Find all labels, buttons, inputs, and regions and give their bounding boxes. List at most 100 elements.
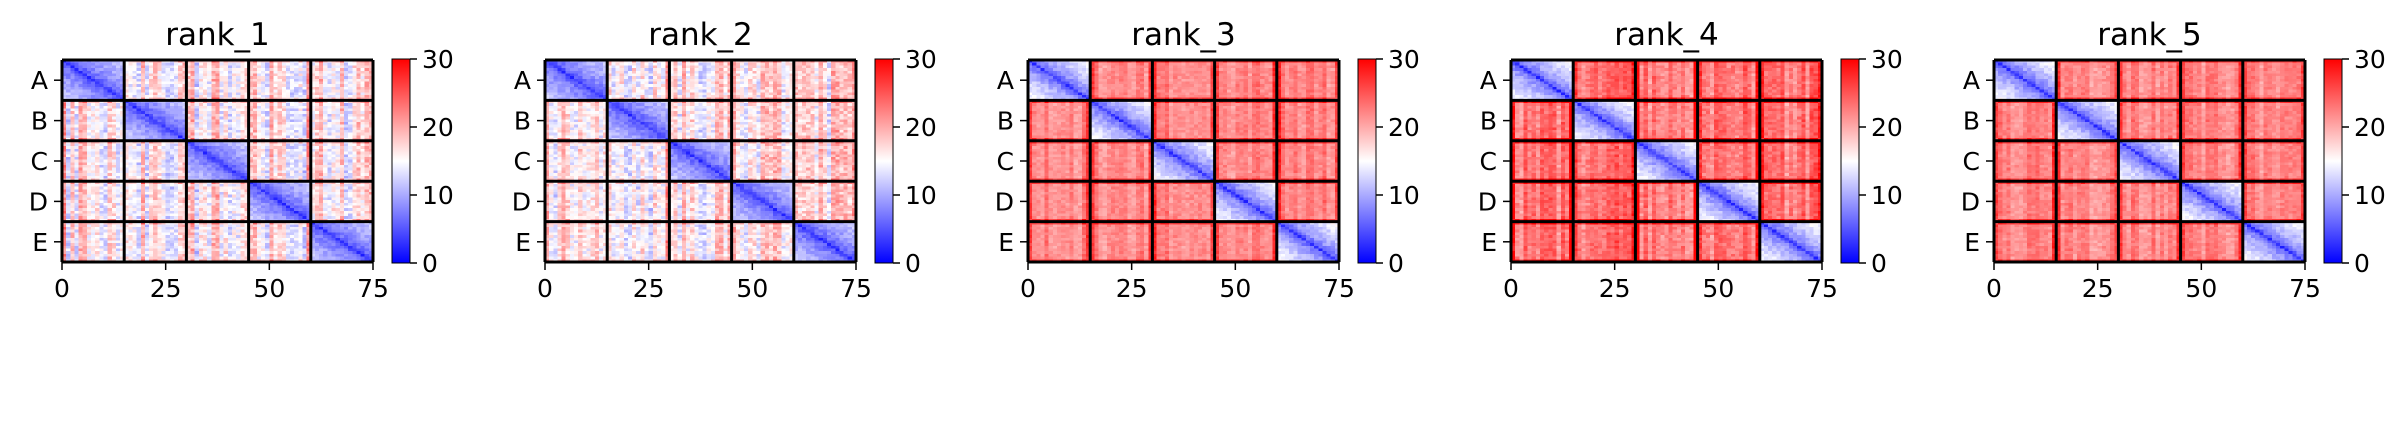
heatmap-cell bbox=[257, 68, 262, 71]
heatmap-cell bbox=[261, 95, 266, 98]
heatmap-cell bbox=[153, 90, 158, 93]
heatmap-cell bbox=[191, 68, 196, 71]
heatmap-cell bbox=[240, 92, 245, 95]
heatmap-cell bbox=[303, 65, 308, 68]
heatmap-cell bbox=[261, 90, 266, 93]
heatmap-cell bbox=[91, 76, 96, 79]
heatmap-cell bbox=[74, 106, 79, 109]
heatmap-cell bbox=[356, 68, 361, 71]
heatmap-cell bbox=[294, 68, 299, 71]
heatmap-cell bbox=[132, 87, 137, 90]
heatmap-cell bbox=[66, 92, 71, 95]
heatmap-cell bbox=[232, 71, 237, 74]
heatmap-cell bbox=[108, 106, 113, 109]
heatmap-cell bbox=[257, 90, 262, 93]
heatmap-cell bbox=[178, 73, 183, 76]
heatmap-cell bbox=[315, 68, 320, 71]
heatmap-cell bbox=[336, 73, 341, 76]
heatmap-cell bbox=[365, 73, 370, 76]
heatmap-cell bbox=[157, 95, 162, 98]
heatmap-cell bbox=[315, 63, 320, 66]
heatmap-cell bbox=[162, 87, 167, 90]
heatmap-cell bbox=[215, 71, 220, 74]
heatmap-cell bbox=[236, 63, 241, 66]
heatmap-cell bbox=[269, 65, 274, 68]
heatmap-cell bbox=[91, 73, 96, 76]
heatmap-cell bbox=[149, 92, 154, 95]
heatmap-cell bbox=[224, 76, 229, 79]
heatmap-cell bbox=[207, 90, 212, 93]
heatmap-cell bbox=[95, 90, 100, 93]
heatmap-cell bbox=[228, 65, 233, 68]
heatmap-cell bbox=[261, 71, 266, 74]
heatmap-cell bbox=[99, 76, 104, 79]
heatmap-cell bbox=[352, 63, 357, 66]
heatmap-cell bbox=[340, 87, 345, 90]
heatmap-cell bbox=[116, 73, 121, 76]
heatmap-cell bbox=[340, 71, 345, 74]
heatmap-cell bbox=[344, 92, 349, 95]
heatmap-cell bbox=[228, 87, 233, 90]
heatmap-cell bbox=[141, 73, 146, 76]
heatmap-cell bbox=[149, 90, 154, 93]
heatmap-cell bbox=[336, 95, 341, 98]
heatmap-cell bbox=[162, 103, 167, 106]
heatmap-cell bbox=[108, 95, 113, 98]
heatmap-cell bbox=[145, 63, 150, 66]
heatmap-cell bbox=[174, 103, 179, 106]
heatmap-cell bbox=[79, 82, 84, 85]
heatmap-cell bbox=[149, 95, 154, 98]
heatmap-cell bbox=[66, 76, 71, 79]
heatmap-cell bbox=[157, 103, 162, 106]
heatmap-cell bbox=[215, 76, 220, 79]
heatmap-cell bbox=[224, 106, 229, 109]
heatmap-cell bbox=[153, 92, 158, 95]
heatmap-cell bbox=[319, 95, 324, 98]
heatmap-cell bbox=[303, 73, 308, 76]
heatmap-cell bbox=[365, 84, 370, 87]
heatmap-cell bbox=[128, 63, 133, 66]
heatmap-cell bbox=[240, 103, 245, 106]
heatmap-cell bbox=[91, 106, 96, 109]
heatmap-cell bbox=[361, 95, 366, 98]
heatmap-cell bbox=[236, 92, 241, 95]
heatmap-cell bbox=[116, 84, 121, 87]
heatmap-cell bbox=[361, 68, 366, 71]
heatmap-cell bbox=[195, 79, 200, 82]
heatmap-cell bbox=[356, 95, 361, 98]
heatmap-cell bbox=[224, 63, 229, 66]
heatmap-cell bbox=[79, 71, 84, 74]
heatmap-cell bbox=[290, 90, 295, 93]
heatmap-cell bbox=[298, 79, 303, 82]
heatmap-cell bbox=[290, 84, 295, 87]
heatmap-cell bbox=[162, 71, 167, 74]
heatmap-cell bbox=[91, 65, 96, 68]
heatmap-cell bbox=[315, 82, 320, 85]
heatmap-cell bbox=[116, 65, 121, 68]
heatmap-cell bbox=[137, 103, 142, 106]
heatmap-cell bbox=[265, 106, 270, 109]
heatmap-cell bbox=[157, 106, 162, 109]
heatmap-cell bbox=[141, 95, 146, 98]
heatmap-cell bbox=[199, 79, 204, 82]
heatmap-cell bbox=[228, 73, 233, 76]
heatmap-cell bbox=[153, 79, 158, 82]
heatmap-cell bbox=[282, 87, 287, 90]
heatmap-cell bbox=[74, 71, 79, 74]
heatmap-cell bbox=[87, 106, 92, 109]
heatmap-cell bbox=[332, 95, 337, 98]
heatmap-cell bbox=[199, 76, 204, 79]
heatmap-cell bbox=[236, 76, 241, 79]
heatmap-cell bbox=[257, 103, 262, 106]
heatmap-cell bbox=[327, 87, 332, 90]
heatmap-cell bbox=[286, 87, 291, 90]
heatmap-cell bbox=[265, 79, 270, 82]
heatmap-cell bbox=[323, 79, 328, 82]
heatmap-cell bbox=[95, 68, 100, 71]
heatmap-cell bbox=[278, 68, 283, 71]
heatmap-cell bbox=[290, 68, 295, 71]
heatmap-cell bbox=[203, 63, 208, 66]
heatmap-cell bbox=[319, 106, 324, 109]
heatmap-cell bbox=[257, 87, 262, 90]
